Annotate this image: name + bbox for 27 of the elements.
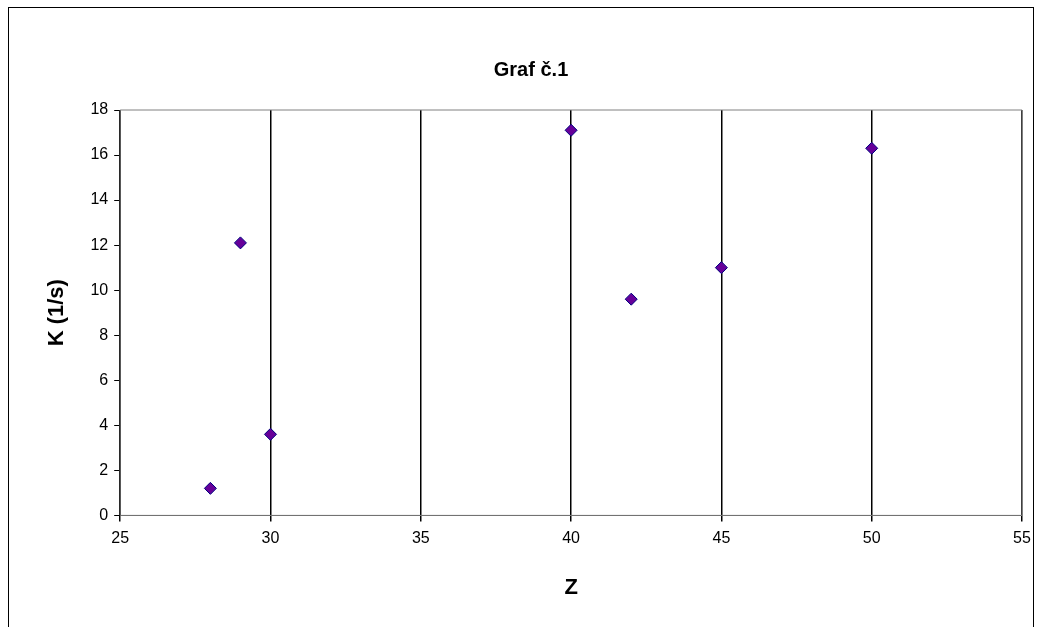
y-tick-label: 10 <box>90 280 109 298</box>
y-tick-label: 4 <box>99 415 109 433</box>
y-tick-label: 14 <box>90 190 109 208</box>
y-tick-label: 0 <box>99 505 109 523</box>
x-tick-label: 50 <box>862 529 881 547</box>
x-tick-label: 30 <box>261 529 280 547</box>
y-tick-label: 6 <box>99 370 109 388</box>
y-tick-label: 18 <box>90 100 109 118</box>
x-tick-label: 55 <box>1013 529 1031 547</box>
point <box>203 481 217 495</box>
x-tick-label: 35 <box>411 529 430 547</box>
x-axis-title: Z <box>564 573 578 599</box>
point <box>564 123 578 137</box>
point <box>624 292 638 306</box>
x-tick-label: 25 <box>111 529 130 547</box>
y-axis-title: K (1/s) <box>43 279 69 347</box>
y-tick-label: 16 <box>90 145 109 163</box>
point <box>714 261 728 275</box>
x-tick-label: 45 <box>712 529 731 547</box>
chart-title: Graf č.1 <box>493 57 569 80</box>
point <box>264 427 277 441</box>
x-tick-label: 40 <box>562 529 581 547</box>
y-tick-label: 2 <box>99 460 109 478</box>
y-tick-label: 8 <box>99 325 109 343</box>
point <box>233 236 247 250</box>
point <box>865 141 879 155</box>
y-tick-label: 12 <box>90 235 109 253</box>
